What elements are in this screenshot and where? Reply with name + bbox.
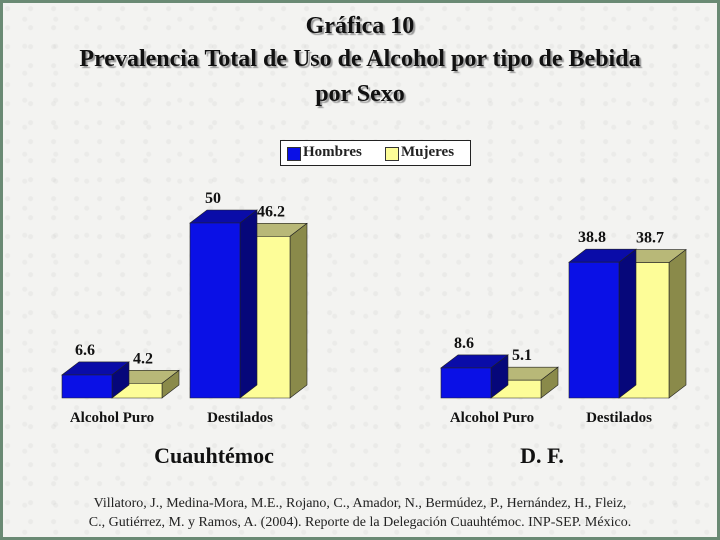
bar-side-d-f-destilados-hombres	[618, 248, 637, 399]
chart-title-line-1: Gráfica 10	[305, 13, 415, 39]
data-label-d-f-destilados-mujeres: 38.7	[636, 230, 664, 247]
bar-side-d-f-destilados-mujeres	[668, 248, 687, 399]
chart-title-line-2: Prevalencia Total de Uso de Alcohol por …	[79, 46, 641, 72]
group-label-cuauhtemoc: Cuauhtémoc	[154, 443, 274, 468]
data-label-cuauht-moc-alcohol-puro-mujeres: 4.2	[133, 350, 153, 367]
legend-swatch-mujeres	[385, 147, 399, 161]
source-citation: Villatoro, J., Medina-Mora, M.E., Rojano…	[0, 494, 720, 532]
chart-legend: Hombres Mujeres	[280, 140, 471, 166]
data-label-cuauht-moc-alcohol-puro-hombres: 6.6	[75, 342, 95, 359]
data-label-cuauht-moc-destilados-mujeres: 46.2	[257, 203, 285, 220]
group-label-df: D. F.	[520, 443, 564, 468]
source-line-2: C., Gutiérrez, M. y Ramos, A. (2004). Re…	[88, 515, 632, 530]
bar-side-cuauht-moc-destilados-hombres	[239, 209, 258, 399]
data-label-d-f-alcohol-puro-mujeres: 5.1	[512, 347, 532, 364]
category-label-alcohol-puro-cuauhtemoc: Alcohol Puro	[69, 410, 155, 426]
bar-cuauht-moc-alcohol-puro-hombres	[61, 374, 113, 399]
legend-label-mujeres: Mujeres	[401, 144, 455, 160]
bar-cuauht-moc-destilados-hombres	[189, 222, 241, 399]
legend-label-hombres: Hombres	[303, 144, 362, 160]
data-label-d-f-destilados-hombres: 38.8	[578, 229, 606, 246]
bar-d-f-destilados-hombres	[568, 261, 620, 399]
chart-title-line-3: por Sexo	[315, 81, 405, 107]
category-label-destilados-df: Destilados	[586, 410, 652, 426]
source-line-1: Villatoro, J., Medina-Mora, M.E., Rojano…	[93, 496, 627, 511]
bar-d-f-alcohol-puro-hombres	[440, 367, 492, 399]
category-label-alcohol-puro-df: Alcohol Puro	[449, 410, 535, 426]
bar-side-cuauht-moc-destilados-mujeres	[289, 222, 308, 399]
legend-swatch-hombres	[287, 147, 301, 161]
category-label-destilados-cuauhtemoc: Destilados	[207, 410, 273, 426]
data-label-cuauht-moc-destilados-hombres: 50	[205, 190, 221, 207]
data-label-d-f-alcohol-puro-hombres: 8.6	[454, 335, 474, 352]
